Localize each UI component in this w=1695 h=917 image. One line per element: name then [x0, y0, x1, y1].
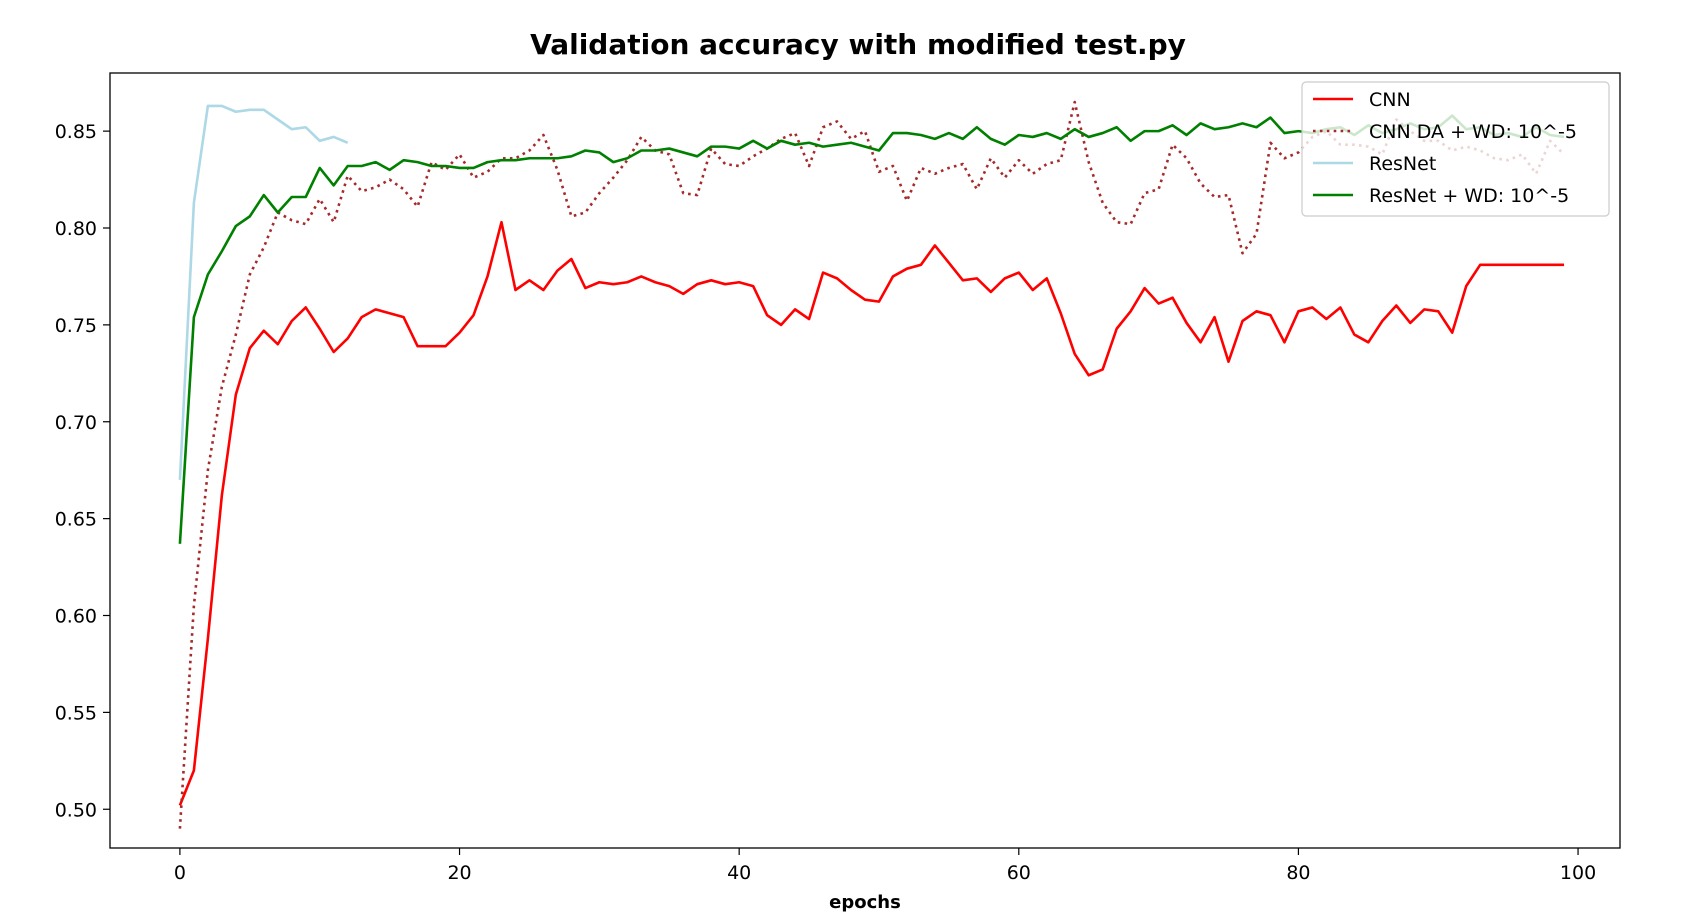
plot-frame: [109, 72, 1621, 849]
x-tick-label: 60: [1007, 862, 1031, 884]
legend: CNN CNN DA + WD: 10^-5 ResNet ResNet + WD: …: [1301, 81, 1610, 217]
series-line-2: [178, 100, 1565, 829]
legend-label-2: CNN DA + WD: 10^-5: [1369, 121, 1577, 143]
x-tick-label: 0: [174, 862, 186, 884]
x-tick-label: 20: [447, 862, 471, 884]
x-axis: 0 20 40 60 80 100: [174, 848, 1596, 884]
legend-label-4: ResNet + WD: 10^-5: [1369, 185, 1569, 207]
legend-label-1: CNN: [1369, 89, 1411, 111]
x-tick-label: 40: [727, 862, 751, 884]
y-tick-label: 0.50: [55, 799, 97, 821]
x-tick-label: 80: [1286, 862, 1310, 884]
series-line-1: [178, 220, 1565, 806]
x-tick-label: 100: [1560, 862, 1596, 884]
y-tick-label: 0.60: [55, 606, 97, 628]
y-axis: 0.50 0.55 0.60 0.65 0.70 0.75 0.80 0.85: [55, 121, 110, 821]
legend-box: [1301, 81, 1610, 217]
series-line-3: [178, 104, 349, 480]
legend-label-3: ResNet: [1369, 153, 1436, 175]
y-tick-label: 0.55: [55, 702, 97, 724]
x-axis-label: epochs: [829, 892, 901, 913]
y-tick-label: 0.85: [55, 121, 97, 143]
y-tick-label: 0.80: [55, 218, 97, 240]
y-tick-label: 0.65: [55, 509, 97, 531]
chart-title: Validation accuracy with modified test.p…: [530, 28, 1186, 61]
y-tick-label: 0.70: [55, 412, 97, 434]
y-tick-label: 0.75: [55, 315, 97, 337]
